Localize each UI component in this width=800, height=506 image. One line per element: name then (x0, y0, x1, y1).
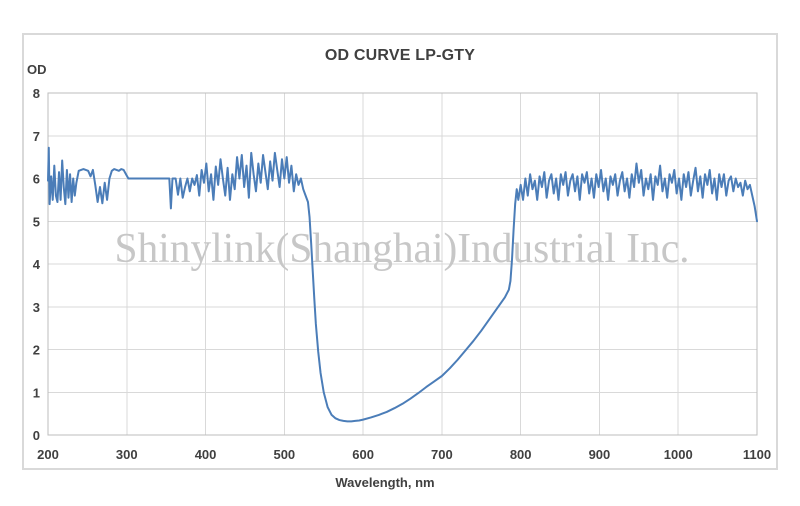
chart-title: OD CURVE LP-GTY (324, 47, 476, 64)
y-tick-label: 5 (33, 214, 40, 229)
tick-labels: 0 1 2 3 4 5 6 7 8 200 300 400 500 600 700 800 900 1000 110… (33, 86, 771, 462)
x-tick-label: 500 (273, 447, 295, 462)
y-tick-label: 7 (33, 129, 40, 144)
watermark-text: Shinylink(Shanghai)Industrial Inc. (115, 226, 690, 272)
x-tick-label: 300 (116, 447, 138, 462)
x-tick-label: 1100 (743, 447, 771, 462)
y-tick-label: 8 (33, 86, 40, 101)
y-tick-label: 0 (33, 428, 40, 443)
x-tick-label: 800 (510, 447, 532, 462)
y-tick-label: 2 (33, 343, 40, 358)
od-curve-line (47, 146, 758, 423)
y-tick-label: 4 (33, 257, 41, 272)
y-axis-title: OD (27, 62, 47, 77)
y-tick-label: 1 (33, 385, 40, 400)
chart-frame (22, 33, 778, 470)
x-tick-label: 200 (37, 447, 59, 462)
x-tick-label: 600 (352, 447, 374, 462)
x-tick-label: 700 (431, 447, 453, 462)
x-tick-label: 400 (195, 447, 217, 462)
y-tick-label: 6 (33, 172, 40, 187)
x-tick-label: 1000 (664, 447, 693, 462)
plot-border (47, 92, 758, 436)
y-tick-label: 3 (33, 300, 40, 315)
x-axis-title: Wavelength, nm (335, 475, 435, 490)
x-tick-label: 900 (589, 447, 611, 462)
